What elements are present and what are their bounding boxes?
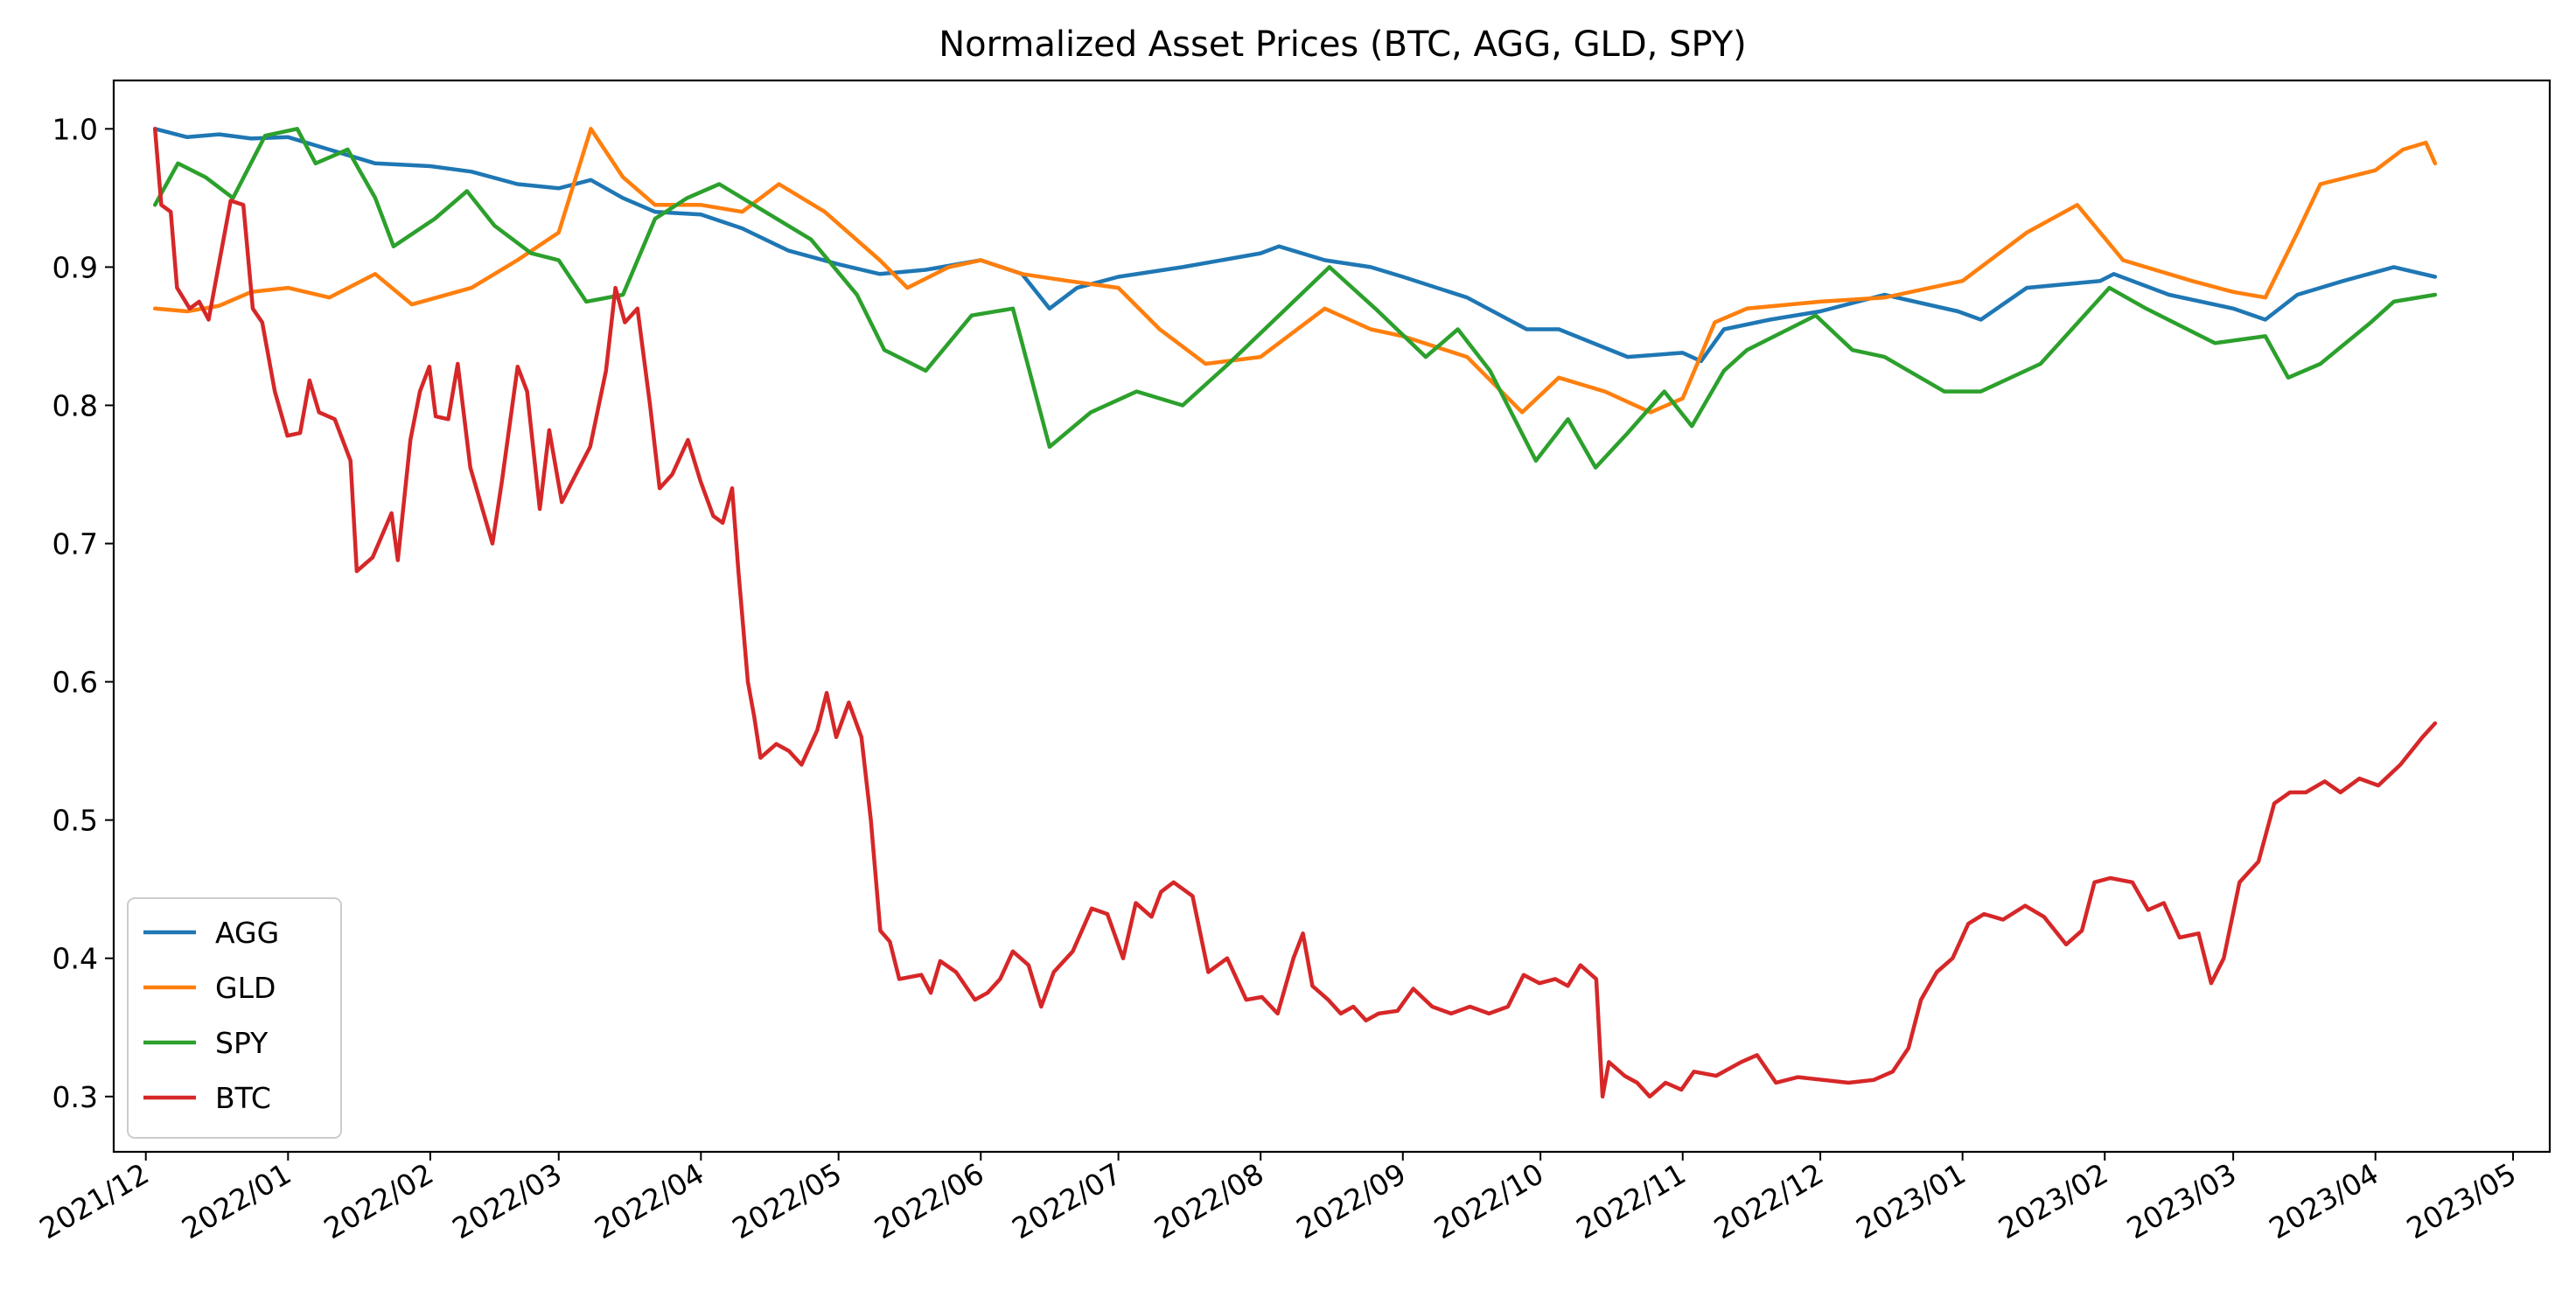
y-tick-label: 0.9 xyxy=(52,250,98,284)
legend-label-spy: SPY xyxy=(215,1026,269,1060)
y-axis: 0.3 0.4 0.5 0.6 0.7 0.8 0.9 1.0 xyxy=(52,112,114,1114)
y-tick-label: 0.3 xyxy=(52,1080,98,1114)
y-tick-label: 0.7 xyxy=(52,527,98,561)
y-tick-label: 1.0 xyxy=(52,112,98,146)
plot-frame xyxy=(112,79,2552,1154)
y-tick-label: 0.6 xyxy=(52,666,98,700)
y-tick-label: 0.5 xyxy=(52,804,98,838)
y-tick-label: 0.8 xyxy=(52,388,98,422)
legend: AGG GLD SPY BTC xyxy=(127,897,342,1139)
chart-title: Normalized Asset Prices (BTC, AGG, GLD, … xyxy=(939,24,1747,65)
legend-box xyxy=(127,897,342,1139)
y-tick-label: 0.4 xyxy=(52,942,98,976)
series-line-btc xyxy=(152,127,2438,1099)
legend-label-gld: GLD xyxy=(215,971,276,1005)
series-lines xyxy=(152,127,2438,1099)
legend-label-agg: AGG xyxy=(215,916,279,950)
legend-label-btc: BTC xyxy=(215,1081,271,1115)
series-line-spy xyxy=(152,127,2438,470)
series-line-agg xyxy=(152,127,2438,364)
